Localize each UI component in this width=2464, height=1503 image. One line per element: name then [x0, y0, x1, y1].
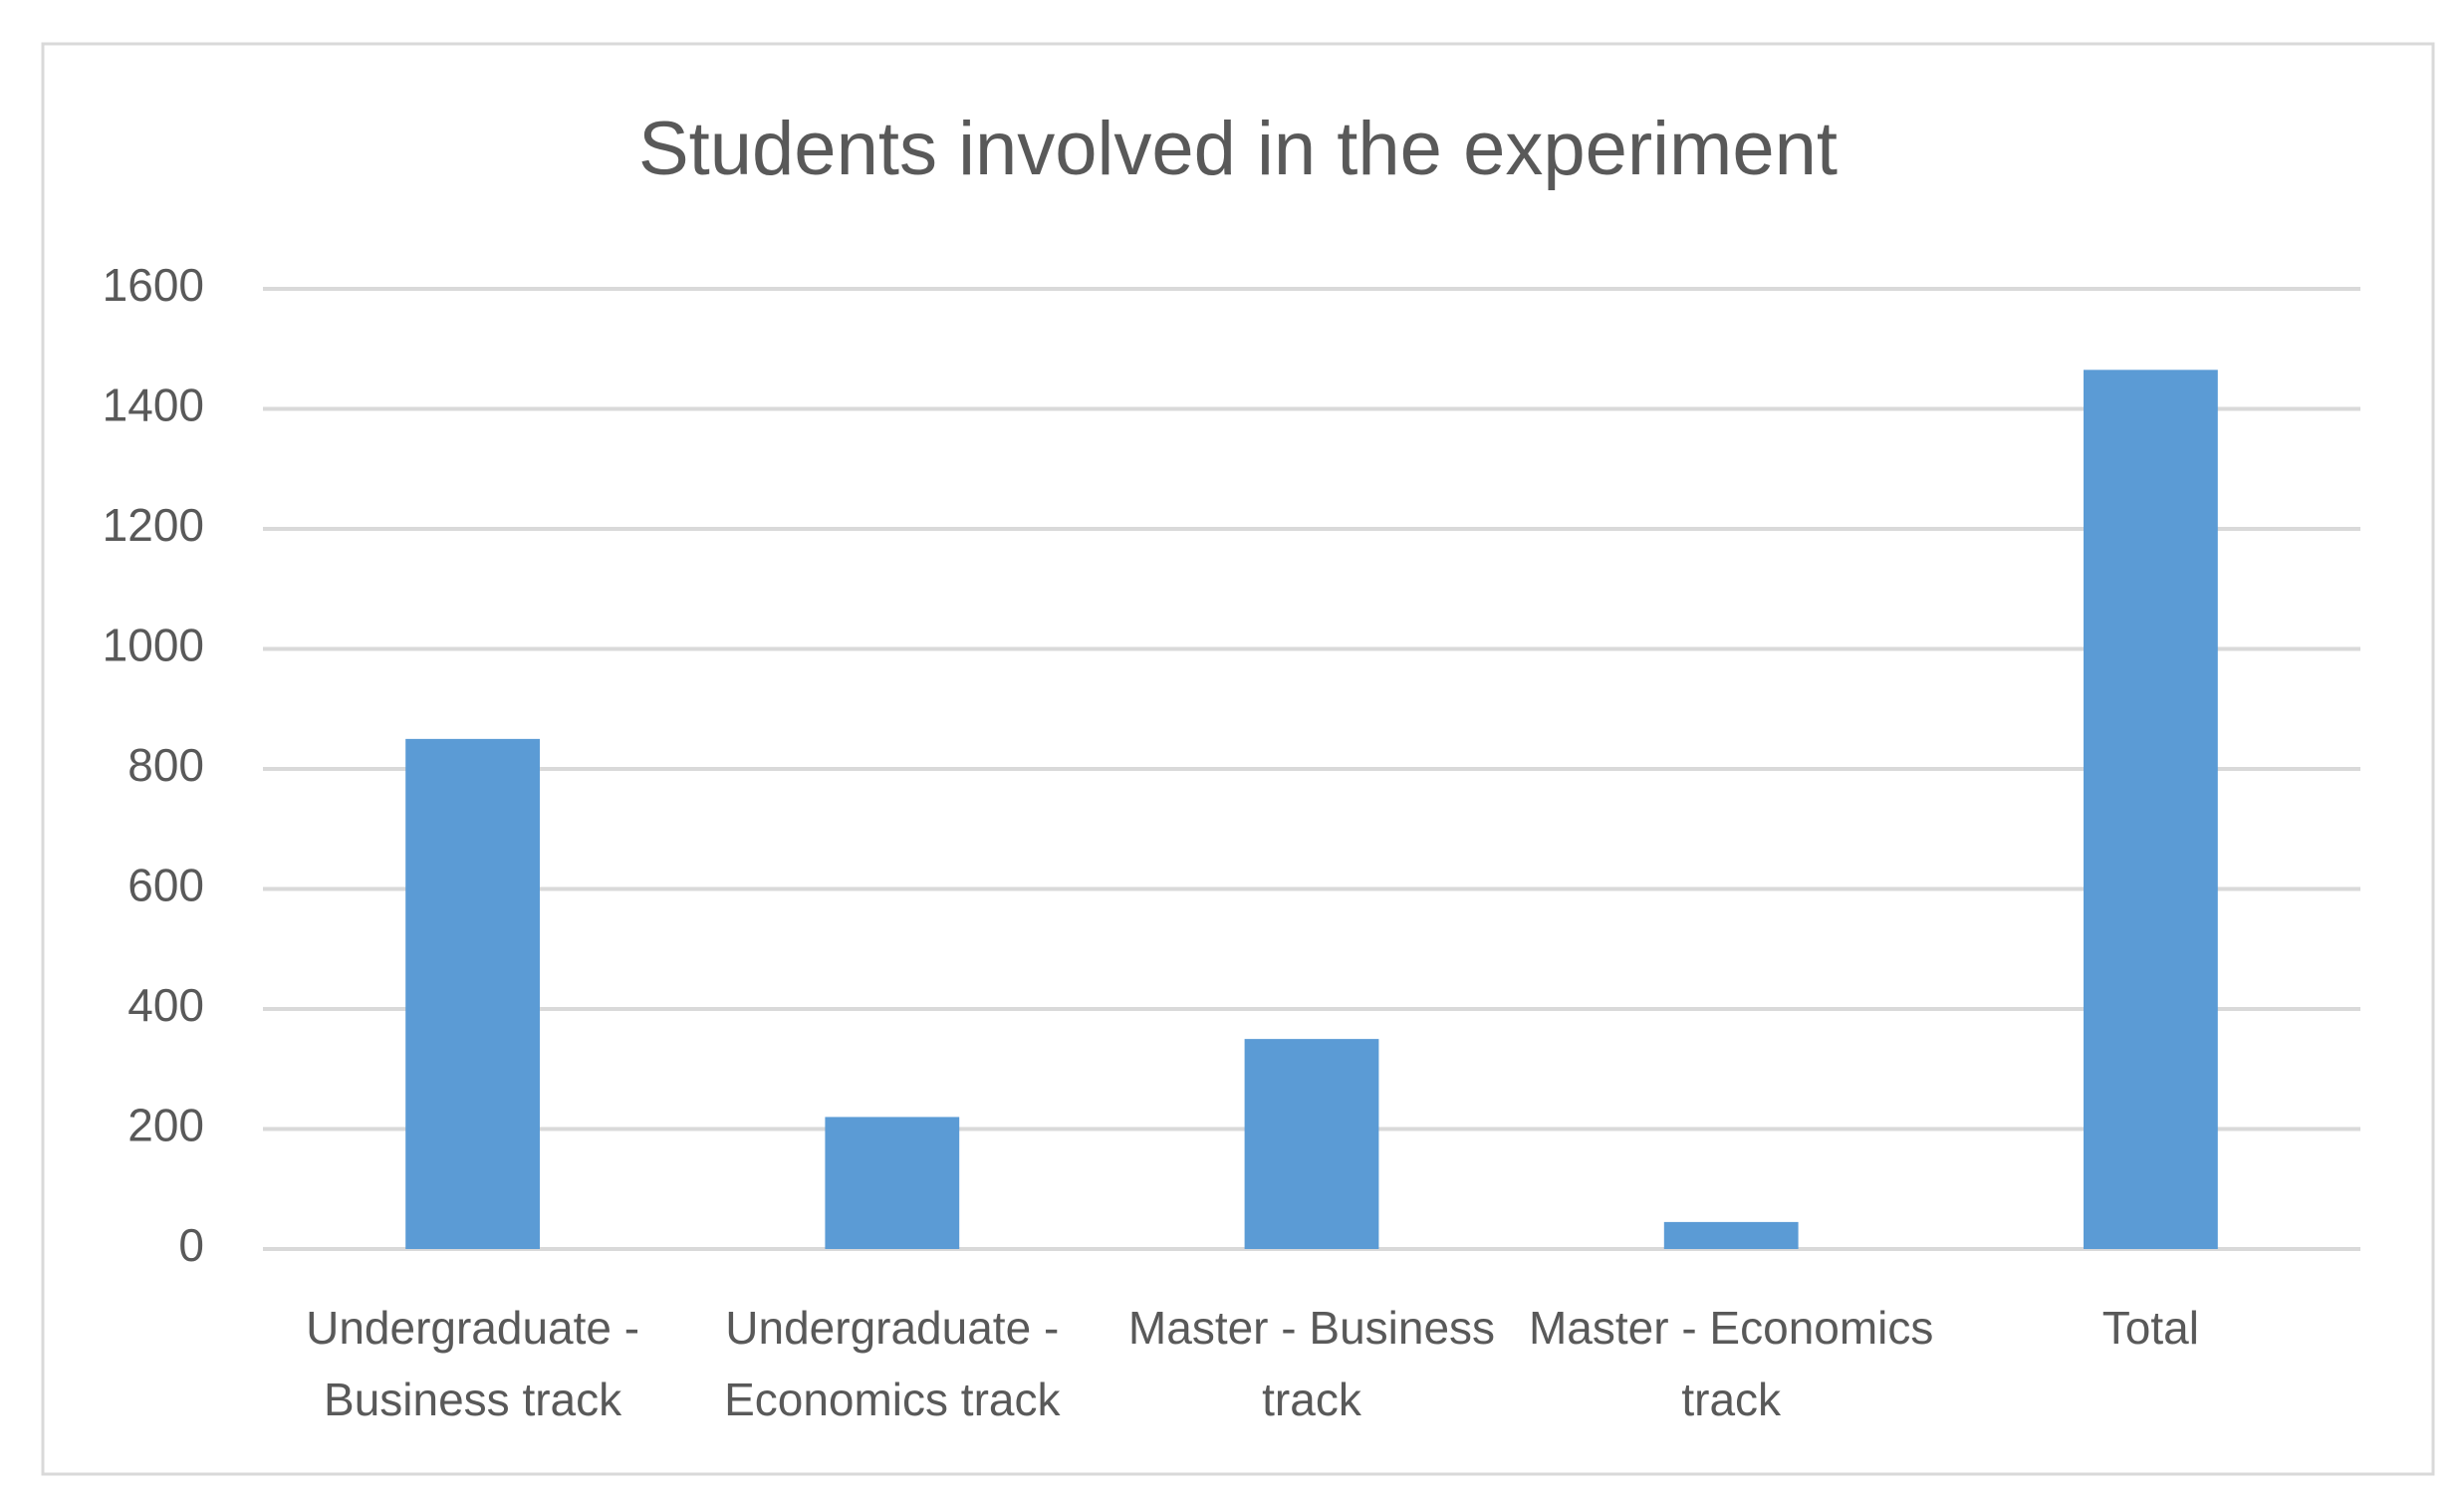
y-tick-label: 600 [127, 860, 204, 911]
y-tick-label: 1600 [103, 259, 204, 311]
y-tick-label: 800 [127, 739, 204, 791]
x-tick-label: Master - Economics track [1528, 1302, 1934, 1425]
bar [1663, 1221, 1799, 1249]
bar [1244, 1039, 1379, 1249]
y-tick-label: 200 [127, 1100, 204, 1151]
chart-frame [41, 42, 2435, 1476]
y-tick-label: 1200 [103, 499, 204, 551]
bar [405, 738, 540, 1249]
bar [2084, 370, 2218, 1249]
y-tick-label: 1400 [103, 379, 204, 431]
y-tick-label: 1000 [103, 620, 204, 671]
y-tick-label: 0 [178, 1219, 204, 1271]
x-tick-label: Master - Business track [1127, 1302, 1496, 1425]
x-tick-label: Total [2101, 1302, 2199, 1354]
bar [825, 1117, 960, 1249]
chart-title: Students involved in the experiment [638, 107, 1838, 191]
x-tick-label: Undergraduate - Economics track [724, 1302, 1061, 1425]
x-tick-label: Undergraduate - Business track [306, 1302, 640, 1425]
y-tick-label: 400 [127, 979, 204, 1031]
